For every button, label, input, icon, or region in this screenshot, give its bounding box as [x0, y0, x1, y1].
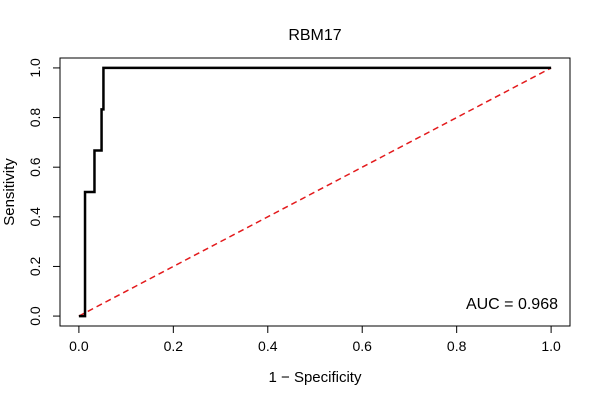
y-tick-label: 0.2 [27, 257, 43, 277]
auc-annotation: AUC = 0.968 [466, 296, 558, 313]
y-axis-title: Sensitivity [1, 158, 18, 226]
x-tick-label: 0.2 [164, 338, 184, 354]
y-tick-label: 0.8 [27, 108, 43, 128]
plot-frame [59, 57, 571, 327]
y-tick-label: 1.0 [27, 58, 43, 78]
x-tick-label: 0.0 [69, 338, 89, 354]
x-axis: 0.0 0.2 0.4 0.6 0.8 1.0 [69, 325, 561, 354]
x-tick-label: 0.6 [352, 338, 372, 354]
x-tick-label: 0.8 [447, 338, 467, 354]
reference-diagonal-line [78, 67, 552, 317]
y-tick-label: 0.6 [27, 157, 43, 177]
x-tick-label: 0.4 [258, 338, 278, 354]
chart-title: RBM17 [288, 27, 341, 44]
x-axis-title: 1 − Specificity [269, 369, 362, 386]
x-tick-label: 1.0 [541, 338, 561, 354]
plot-content [78, 66, 552, 318]
y-tick-label: 0.4 [27, 207, 43, 227]
roc-curve [78, 66, 552, 318]
y-tick-label: 0.0 [27, 306, 43, 326]
